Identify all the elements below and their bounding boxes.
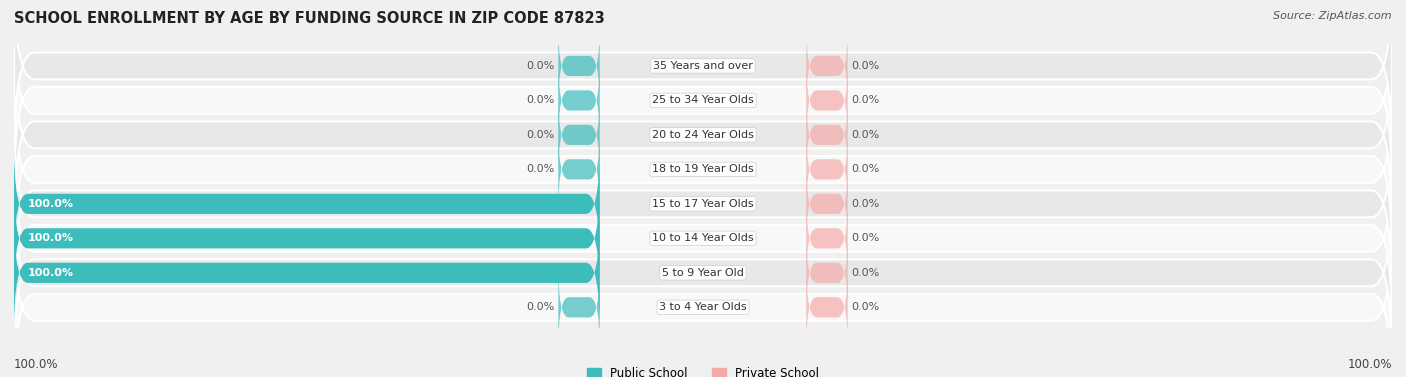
Text: 10 to 14 Year Olds: 10 to 14 Year Olds: [652, 233, 754, 243]
Text: 0.0%: 0.0%: [527, 61, 555, 71]
FancyBboxPatch shape: [807, 59, 848, 142]
Text: SCHOOL ENROLLMENT BY AGE BY FUNDING SOURCE IN ZIP CODE 87823: SCHOOL ENROLLMENT BY AGE BY FUNDING SOUR…: [14, 11, 605, 26]
FancyBboxPatch shape: [14, 80, 1392, 259]
FancyBboxPatch shape: [14, 145, 599, 263]
Text: Source: ZipAtlas.com: Source: ZipAtlas.com: [1274, 11, 1392, 21]
Text: 0.0%: 0.0%: [851, 199, 879, 209]
Text: 0.0%: 0.0%: [851, 268, 879, 278]
Text: 3 to 4 Year Olds: 3 to 4 Year Olds: [659, 302, 747, 312]
FancyBboxPatch shape: [807, 93, 848, 176]
Text: 100.0%: 100.0%: [1347, 359, 1392, 371]
FancyBboxPatch shape: [807, 231, 848, 314]
Text: 15 to 17 Year Olds: 15 to 17 Year Olds: [652, 199, 754, 209]
Text: 0.0%: 0.0%: [527, 130, 555, 140]
Text: 5 to 9 Year Old: 5 to 9 Year Old: [662, 268, 744, 278]
Text: 20 to 24 Year Olds: 20 to 24 Year Olds: [652, 130, 754, 140]
FancyBboxPatch shape: [14, 217, 1392, 377]
FancyBboxPatch shape: [807, 197, 848, 280]
FancyBboxPatch shape: [807, 162, 848, 245]
Text: 18 to 19 Year Olds: 18 to 19 Year Olds: [652, 164, 754, 175]
FancyBboxPatch shape: [14, 11, 1392, 190]
Text: 100.0%: 100.0%: [28, 268, 75, 278]
Text: 0.0%: 0.0%: [527, 95, 555, 106]
FancyBboxPatch shape: [558, 93, 599, 176]
Text: 0.0%: 0.0%: [527, 164, 555, 175]
FancyBboxPatch shape: [807, 24, 848, 107]
Text: 100.0%: 100.0%: [28, 199, 75, 209]
FancyBboxPatch shape: [807, 128, 848, 211]
Text: 0.0%: 0.0%: [851, 130, 879, 140]
FancyBboxPatch shape: [807, 266, 848, 349]
FancyBboxPatch shape: [558, 128, 599, 211]
FancyBboxPatch shape: [14, 45, 1392, 225]
Text: 100.0%: 100.0%: [28, 233, 75, 243]
Text: 0.0%: 0.0%: [851, 61, 879, 71]
FancyBboxPatch shape: [14, 148, 1392, 328]
FancyBboxPatch shape: [14, 0, 1392, 156]
FancyBboxPatch shape: [558, 59, 599, 142]
FancyBboxPatch shape: [14, 114, 1392, 294]
FancyBboxPatch shape: [14, 179, 599, 297]
Text: 0.0%: 0.0%: [851, 164, 879, 175]
Text: 0.0%: 0.0%: [527, 302, 555, 312]
Text: 0.0%: 0.0%: [851, 233, 879, 243]
Text: 0.0%: 0.0%: [851, 302, 879, 312]
FancyBboxPatch shape: [14, 214, 599, 332]
Text: 25 to 34 Year Olds: 25 to 34 Year Olds: [652, 95, 754, 106]
Text: 100.0%: 100.0%: [14, 359, 59, 371]
FancyBboxPatch shape: [558, 24, 599, 107]
Legend: Public School, Private School: Public School, Private School: [582, 362, 824, 377]
FancyBboxPatch shape: [14, 183, 1392, 363]
Text: 0.0%: 0.0%: [851, 95, 879, 106]
Text: 35 Years and over: 35 Years and over: [652, 61, 754, 71]
FancyBboxPatch shape: [558, 266, 599, 349]
